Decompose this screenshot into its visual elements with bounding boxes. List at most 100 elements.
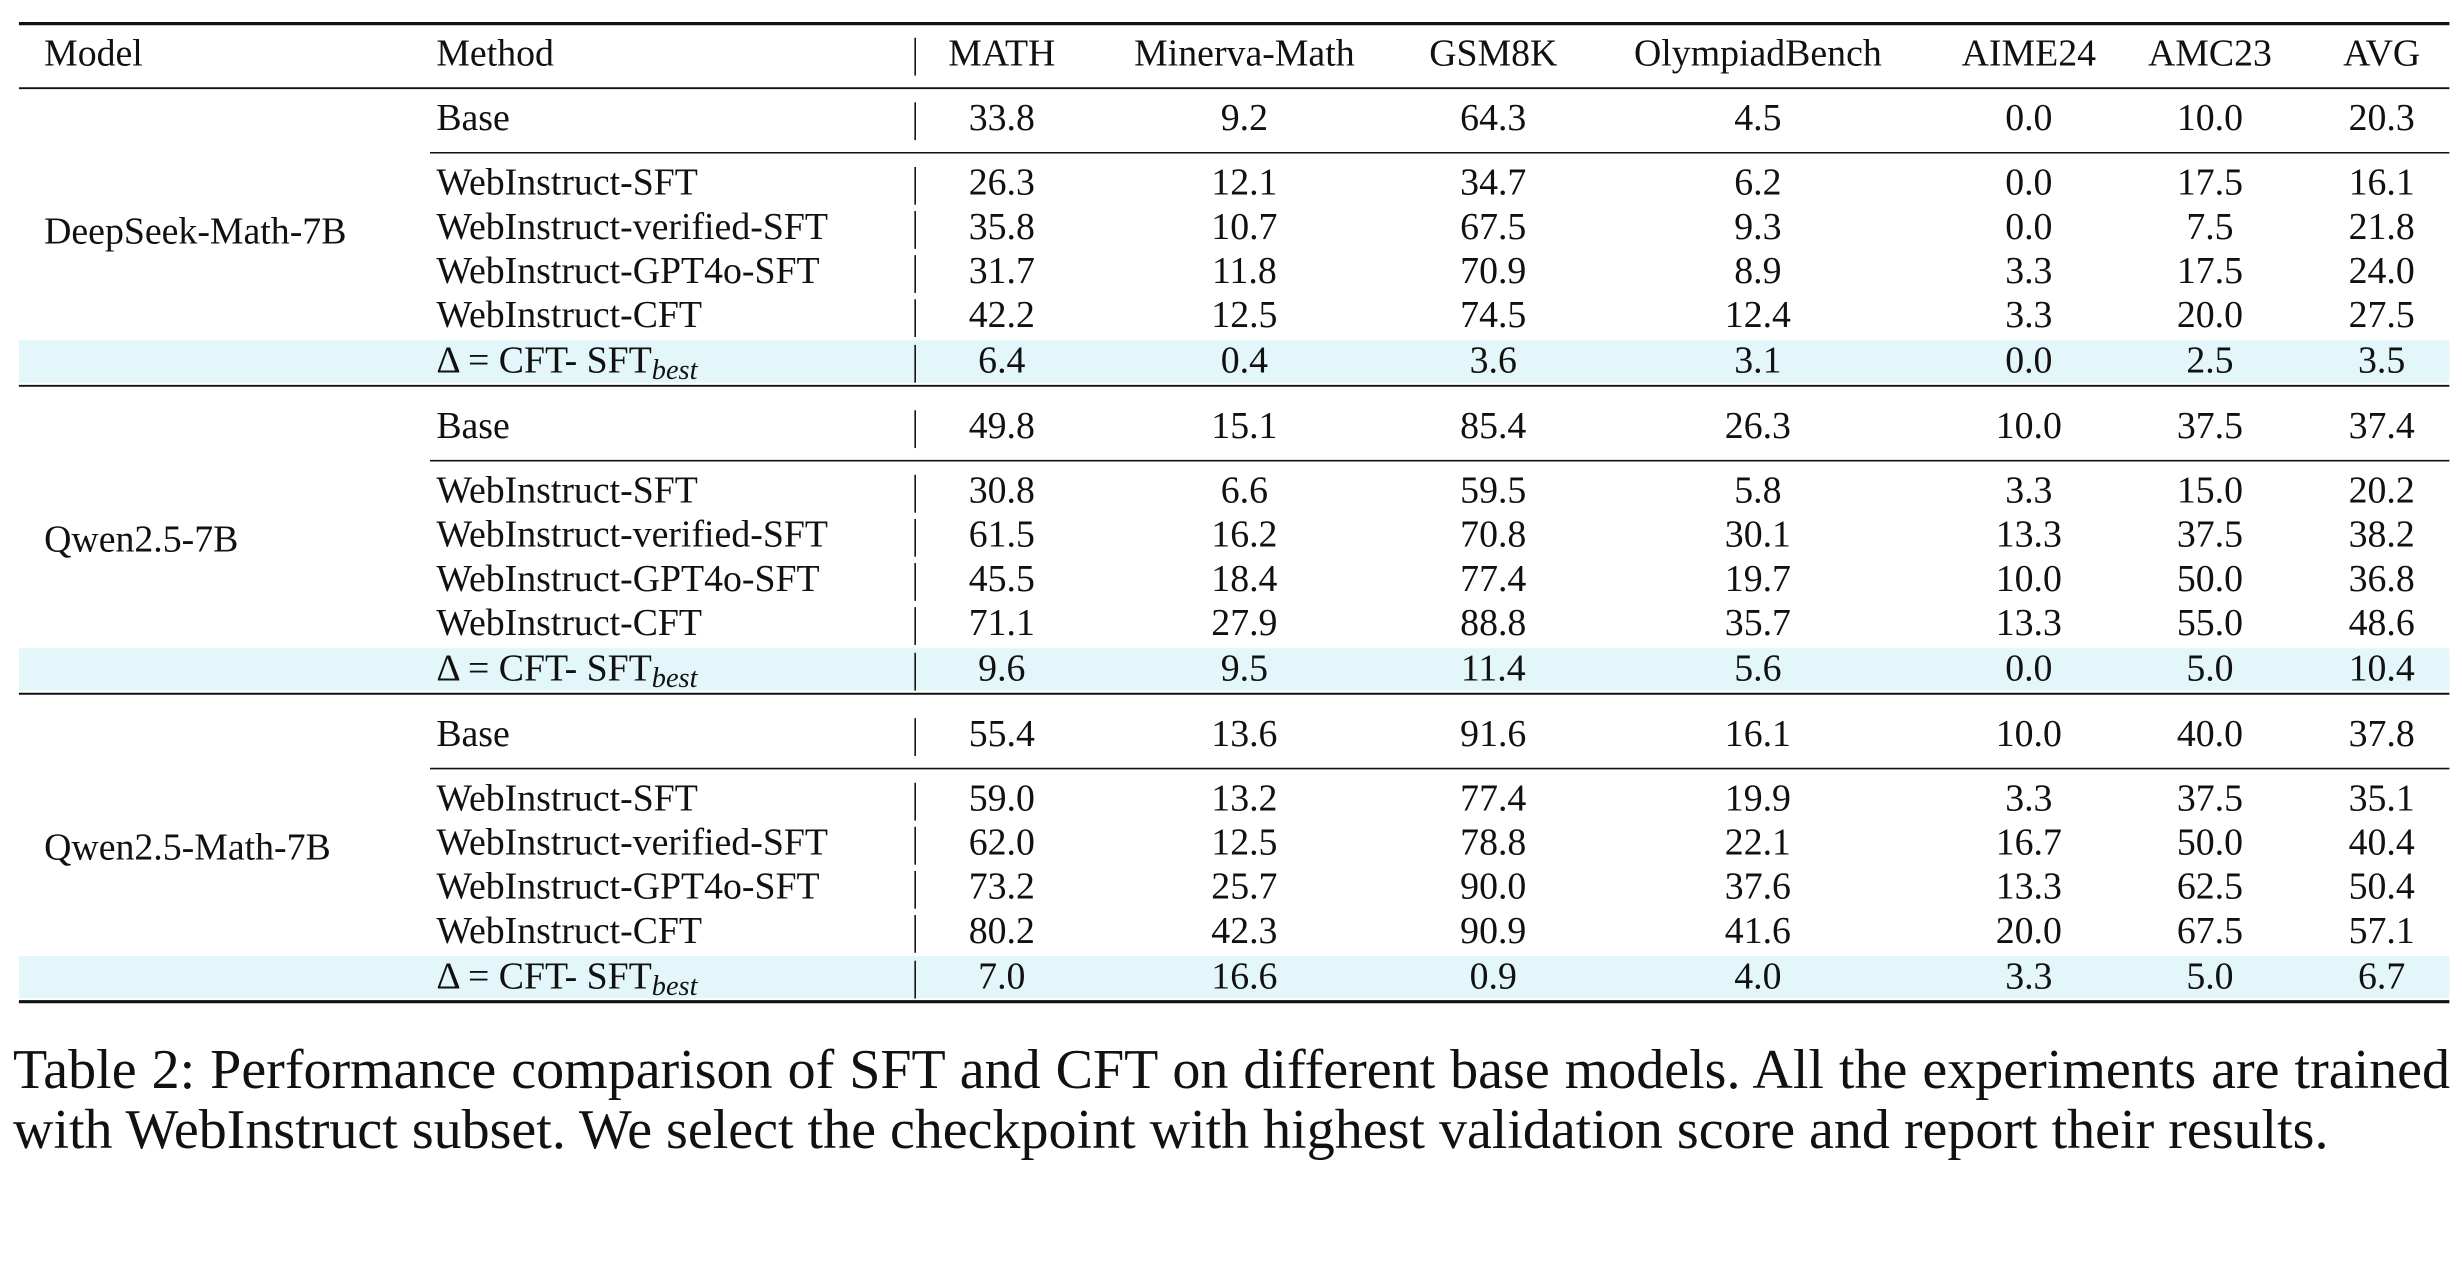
score-cell: 88.8: [1460, 602, 1526, 644]
column-header: AVG: [2343, 33, 2420, 75]
score-cell: 90.9: [1460, 910, 1526, 952]
score-cell: 13.3: [1996, 866, 2062, 908]
method-subscript: best: [652, 663, 699, 694]
score-cell: 5.0: [2186, 955, 2233, 997]
score-cell: 17.5: [2177, 162, 2243, 204]
table-caption: Table 2: Performance comparison of SFT a…: [13, 1039, 2450, 1161]
method-name: WebInstruct-verified-SFT: [436, 514, 828, 556]
score-cell: 9.6: [978, 648, 1025, 690]
method-name: WebInstruct-CFT: [436, 910, 702, 952]
score-cell: 13.6: [1211, 713, 1277, 755]
score-cell: 3.3: [2005, 955, 2052, 997]
score-cell: 3.1: [1734, 340, 1781, 382]
score-cell: 30.1: [1725, 514, 1791, 556]
column-header: GSM8K: [1429, 33, 1557, 75]
method-name: WebInstruct-verified-SFT: [436, 822, 828, 864]
score-cell: 85.4: [1460, 405, 1526, 447]
score-cell: 15.0: [2177, 470, 2243, 512]
score-cell: 38.2: [2349, 514, 2415, 556]
method-name: WebInstruct-CFT: [436, 602, 702, 644]
score-cell: 35.8: [969, 206, 1035, 248]
score-cell: 36.8: [2349, 558, 2415, 600]
method-subscript: best: [652, 970, 699, 1001]
score-cell: 34.7: [1460, 162, 1526, 204]
score-cell: 74.5: [1460, 294, 1526, 336]
score-cell: 10.0: [2177, 97, 2243, 139]
score-cell: 21.8: [2349, 206, 2415, 248]
score-cell: 22.1: [1725, 822, 1791, 864]
score-cell: 61.5: [969, 514, 1035, 556]
score-cell: 3.3: [2005, 294, 2052, 336]
score-cell: 77.4: [1460, 558, 1526, 600]
column-header: OlympiadBench: [1634, 33, 1882, 75]
score-cell: 13.2: [1211, 777, 1277, 819]
score-cell: 15.1: [1211, 405, 1277, 447]
method-name: WebInstruct-GPT4o-SFT: [436, 250, 819, 292]
method-name: WebInstruct-CFT: [436, 294, 702, 336]
score-cell: 2.5: [2186, 340, 2233, 382]
method-name: WebInstruct-SFT: [436, 162, 698, 204]
score-cell: 48.6: [2349, 602, 2415, 644]
score-cell: 37.4: [2349, 405, 2415, 447]
delta-row-highlight: [18, 340, 2450, 383]
score-cell: 10.0: [1996, 405, 2062, 447]
score-cell: 6.7: [2358, 955, 2405, 997]
score-cell: 0.0: [2005, 97, 2052, 139]
score-cell: 4.0: [1734, 955, 1781, 997]
score-cell: 55.4: [969, 713, 1035, 755]
score-cell: 20.2: [2349, 470, 2415, 512]
score-cell: 55.0: [2177, 602, 2243, 644]
column-header: Method: [436, 33, 554, 75]
score-cell: 57.1: [2349, 910, 2415, 952]
column-header: AIME24: [1962, 33, 2096, 75]
column-header: Minerva-Math: [1134, 33, 1355, 75]
score-cell: 16.7: [1996, 822, 2062, 864]
score-cell: 27.5: [2349, 294, 2415, 336]
column-header: Model: [44, 33, 143, 75]
score-cell: 64.3: [1460, 97, 1526, 139]
model-name: DeepSeek-Math-7B: [44, 211, 346, 253]
score-cell: 18.4: [1211, 558, 1277, 600]
column-header: AMC23: [2148, 33, 2272, 75]
score-cell: 3.6: [1470, 340, 1517, 382]
score-cell: 5.6: [1734, 648, 1781, 690]
score-cell: 37.5: [2177, 405, 2243, 447]
score-cell: 30.8: [969, 470, 1035, 512]
score-cell: 9.5: [1221, 648, 1268, 690]
score-cell: 20.0: [2177, 294, 2243, 336]
score-cell: 8.9: [1734, 250, 1781, 292]
score-cell: 35.7: [1725, 602, 1791, 644]
score-cell: 62.5: [2177, 866, 2243, 908]
score-cell: 6.2: [1734, 162, 1781, 204]
score-cell: 19.7: [1725, 558, 1791, 600]
method-name: WebInstruct-verified-SFT: [436, 206, 828, 248]
method-name: Δ = CFT- SFTbest: [436, 955, 698, 1001]
score-cell: 0.0: [2005, 206, 2052, 248]
score-cell: 67.5: [1460, 206, 1526, 248]
score-cell: 10.7: [1211, 206, 1277, 248]
method-name: WebInstruct-GPT4o-SFT: [436, 866, 819, 908]
score-cell: 12.5: [1211, 294, 1277, 336]
score-cell: 10.4: [2349, 648, 2415, 690]
score-cell: 0.9: [1470, 955, 1517, 997]
method-name: WebInstruct-SFT: [436, 777, 698, 819]
score-cell: 3.3: [2005, 470, 2052, 512]
method-name: Base: [436, 405, 509, 447]
score-cell: 70.9: [1460, 250, 1526, 292]
score-cell: 16.1: [1725, 713, 1791, 755]
score-cell: 20.0: [1996, 910, 2062, 952]
score-cell: 0.0: [2005, 340, 2052, 382]
score-cell: 33.8: [969, 97, 1035, 139]
method-name: Base: [436, 713, 509, 755]
score-cell: 10.0: [1996, 713, 2062, 755]
score-cell: 0.0: [2005, 162, 2052, 204]
score-cell: 37.5: [2177, 514, 2243, 556]
model-name: Qwen2.5-Math-7B: [44, 826, 331, 868]
method-subscript: best: [652, 355, 699, 386]
score-cell: 20.3: [2349, 97, 2415, 139]
score-cell: 26.3: [969, 162, 1035, 204]
score-cell: 19.9: [1725, 777, 1791, 819]
score-cell: 67.5: [2177, 910, 2243, 952]
score-cell: 24.0: [2349, 250, 2415, 292]
